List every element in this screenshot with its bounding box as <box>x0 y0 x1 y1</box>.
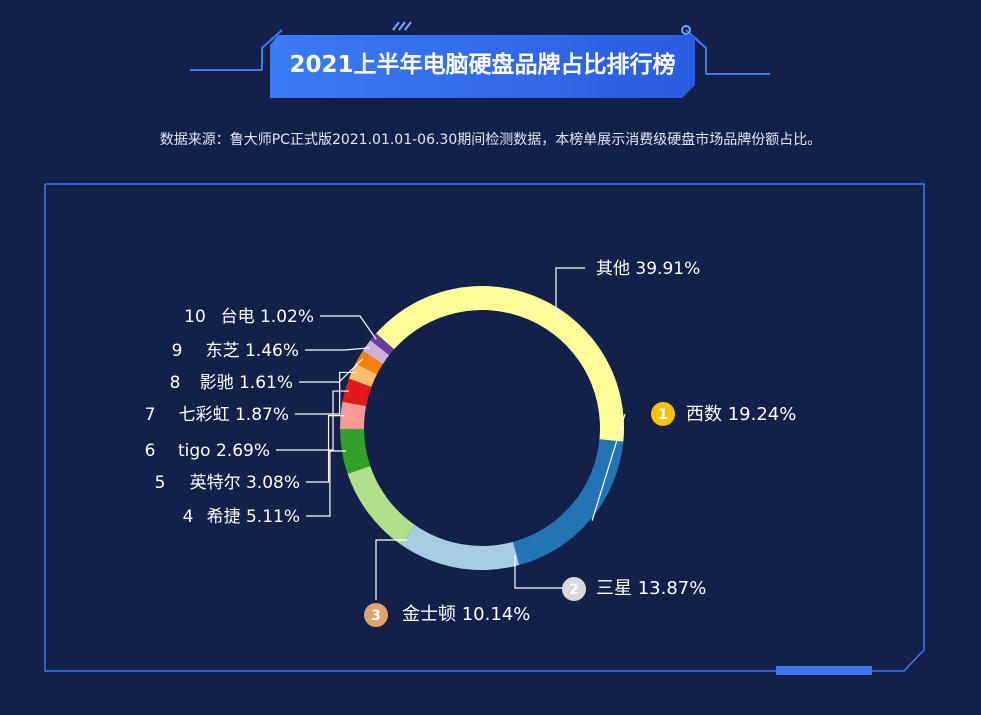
rank-number: 6 <box>145 441 156 461</box>
leader-line <box>320 315 377 340</box>
slice-label: 希捷 5.11% <box>207 507 300 527</box>
rank-badge-3 <box>364 603 388 627</box>
leader-line <box>375 539 407 600</box>
data-source-note: 数据来源：鲁大师PC正式版2021.01.01-06.30期间检测数据，本榜单展… <box>159 132 822 148</box>
slice-label: tigo 2.69% <box>178 441 270 461</box>
rank-badge-number: 3 <box>371 608 381 624</box>
page-title: 2021上半年电脑硬盘品牌占比排行榜 <box>289 52 676 78</box>
slice-label: 影驰 1.61% <box>200 373 293 393</box>
leader-line <box>295 371 356 415</box>
rank-number: 10 <box>184 307 206 327</box>
leader-line <box>299 358 363 383</box>
title-badge <box>270 35 695 98</box>
slice-label: 三星 13.87% <box>596 578 706 599</box>
slice-label: 台电 1.02% <box>221 307 314 327</box>
slice-label: 西数 19.24% <box>686 404 796 425</box>
leader-line <box>591 413 626 521</box>
leader-line <box>306 450 346 517</box>
rank-badge-number: 1 <box>658 407 668 423</box>
rank-number: 5 <box>155 473 166 493</box>
slice-rank-6 <box>342 378 372 407</box>
slice-label: 东芝 1.46% <box>206 341 299 361</box>
slice-rank-2 <box>401 525 520 570</box>
rank-number: 9 <box>172 341 183 361</box>
rank-badge-1 <box>651 402 675 426</box>
leader-line <box>514 555 565 589</box>
slice-label: 金士顿 10.14% <box>402 604 530 625</box>
slice-label: 英特尔 3.08% <box>190 473 300 493</box>
slice-label: 七彩虹 1.87% <box>179 405 289 425</box>
leader-line <box>305 347 370 351</box>
rank-number: 7 <box>145 405 156 425</box>
leader-line <box>306 415 345 483</box>
rank-badge-2 <box>562 577 586 601</box>
rank-badge-number: 2 <box>569 582 579 598</box>
slice-rank-8 <box>355 350 383 375</box>
rank-number: 4 <box>183 507 194 527</box>
slice-rank-1 <box>513 439 624 566</box>
slice-label: 其他 39.91% <box>596 259 700 279</box>
leader-line <box>276 390 350 451</box>
rank-number: 8 <box>170 373 181 393</box>
slice-rank-7 <box>348 363 377 387</box>
slice-rank-3 <box>347 466 415 545</box>
slice-other <box>376 286 624 442</box>
slice-rank-4 <box>340 428 371 474</box>
leader-line <box>555 267 585 322</box>
slice-rank-9 <box>362 340 390 364</box>
slice-rank-5 <box>340 401 367 430</box>
